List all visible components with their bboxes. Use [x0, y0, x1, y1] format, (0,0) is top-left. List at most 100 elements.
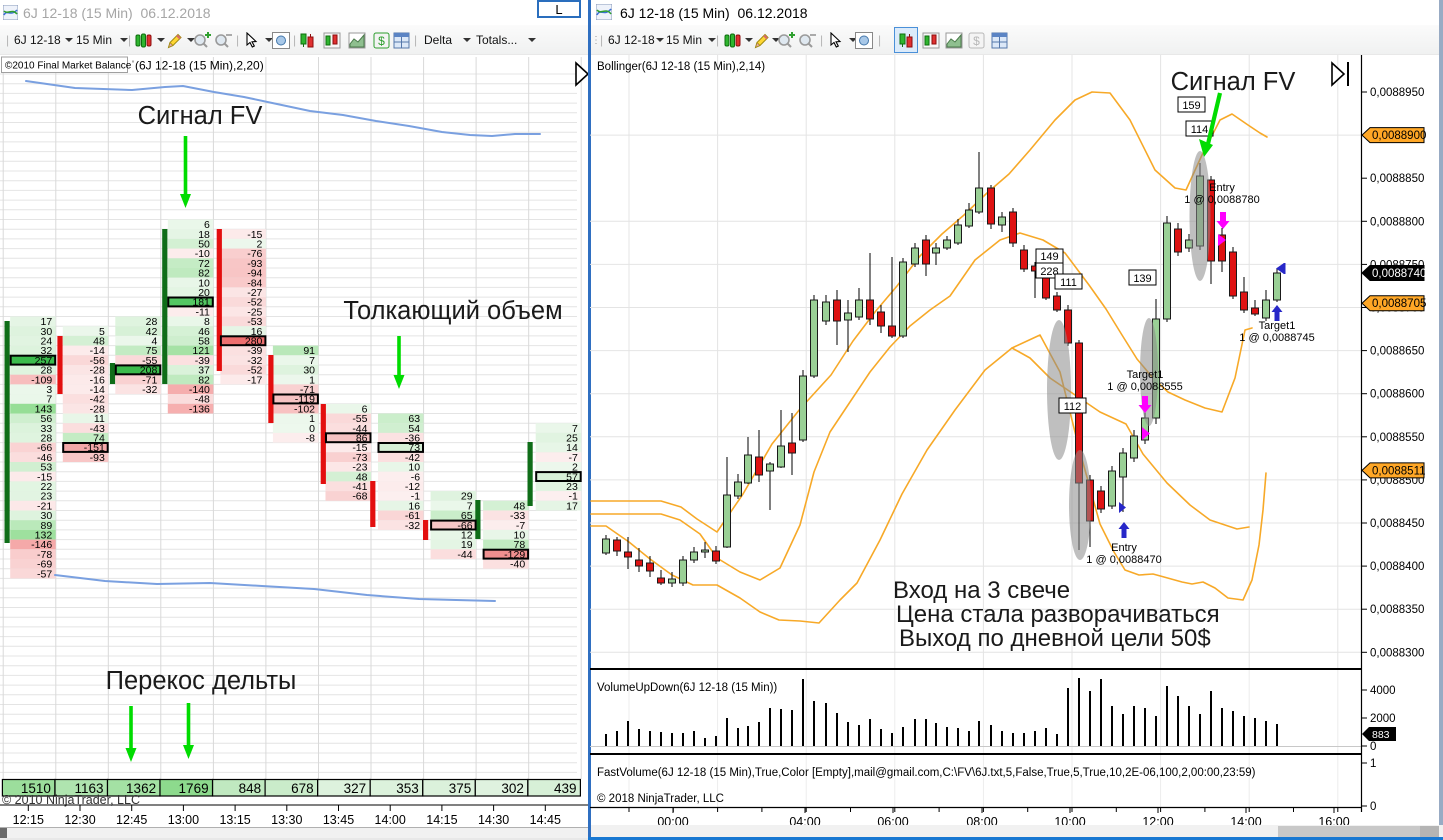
svg-text:1510: 1510 — [21, 781, 51, 796]
svg-text:1 @ 0,0088745: 1 @ 0,0088745 — [1239, 332, 1314, 344]
svg-text:-14: -14 — [90, 384, 105, 396]
svg-text:0,0088900: 0,0088900 — [1372, 130, 1426, 142]
svg-text:-93: -93 — [90, 452, 105, 464]
svg-text:1163: 1163 — [74, 781, 103, 796]
svg-text:53: 53 — [41, 462, 53, 474]
svg-text:1: 1 — [309, 413, 315, 425]
svg-text:48: 48 — [93, 336, 105, 348]
svg-text:-71: -71 — [142, 374, 157, 386]
svg-text:7: 7 — [46, 394, 52, 406]
svg-text:-27: -27 — [247, 287, 262, 299]
svg-text:54: 54 — [408, 423, 420, 435]
svg-text:114: 114 — [1191, 124, 1209, 136]
svg-text:-84: -84 — [247, 277, 262, 289]
svg-text:17: 17 — [41, 316, 53, 328]
svg-text:8: 8 — [204, 316, 210, 328]
svg-text:14:00: 14:00 — [375, 813, 406, 827]
svg-text:Entry: Entry — [1111, 542, 1137, 554]
svg-text:Толкающий объем: Толкающий объем — [343, 297, 562, 325]
svg-text:-129: -129 — [504, 549, 525, 561]
svg-text:10: 10 — [198, 277, 210, 289]
svg-text:-69: -69 — [37, 559, 52, 571]
svg-text:ˈ(6J 12-18 (15 Min),2,20): ˈ(6J 12-18 (15 Min),2,20) — [131, 59, 264, 73]
svg-text:-12: -12 — [405, 481, 420, 493]
svg-text:-43: -43 — [90, 423, 105, 435]
svg-text:30: 30 — [41, 510, 53, 522]
svg-text:2000: 2000 — [1370, 713, 1396, 725]
svg-text:-94: -94 — [247, 268, 262, 280]
svg-text:2: 2 — [572, 462, 578, 474]
svg-text:-78: -78 — [37, 549, 52, 561]
svg-text:-25: -25 — [247, 306, 262, 318]
svg-text:18: 18 — [198, 229, 210, 241]
svg-text:17: 17 — [566, 500, 578, 512]
svg-text:Target1: Target1 — [1127, 369, 1164, 381]
svg-text:-109: -109 — [31, 374, 52, 386]
svg-text:7: 7 — [572, 423, 578, 435]
svg-text:Цена стала разворачиваться: Цена стала разворачиваться — [896, 601, 1220, 628]
svg-text:14:45: 14:45 — [530, 813, 561, 827]
svg-text:28: 28 — [146, 316, 158, 328]
svg-text:-10: -10 — [195, 248, 210, 260]
svg-text:0,0088400: 0,0088400 — [1370, 561, 1424, 573]
svg-text:112: 112 — [1064, 401, 1082, 413]
svg-text:1: 1 — [1370, 758, 1376, 770]
svg-text:-14: -14 — [90, 345, 105, 357]
svg-text:-15: -15 — [247, 229, 262, 241]
svg-text:Сигнал FV: Сигнал FV — [138, 102, 263, 130]
svg-text:111: 111 — [1060, 277, 1077, 289]
svg-text:-16: -16 — [90, 374, 105, 386]
svg-text:-44: -44 — [352, 423, 367, 435]
svg-text:0,0088600: 0,0088600 — [1370, 389, 1424, 401]
svg-text:0,0088650: 0,0088650 — [1370, 346, 1424, 358]
svg-text:65: 65 — [461, 510, 473, 522]
svg-text:23: 23 — [41, 491, 53, 503]
svg-text:-7: -7 — [516, 520, 525, 532]
svg-text:0,0088450: 0,0088450 — [1370, 518, 1424, 530]
svg-text:0,0088550: 0,0088550 — [1370, 432, 1424, 444]
svg-text:3: 3 — [46, 384, 52, 396]
svg-text:50: 50 — [198, 239, 210, 251]
svg-text:4: 4 — [151, 336, 157, 348]
svg-text:4000: 4000 — [1370, 685, 1396, 697]
svg-text:Выход по дневной цели 50$: Выход по дневной цели 50$ — [899, 625, 1211, 652]
svg-text:20: 20 — [198, 287, 210, 299]
svg-text:-42: -42 — [405, 452, 420, 464]
svg-text:139: 139 — [1133, 273, 1151, 285]
svg-text:-36: -36 — [405, 433, 420, 445]
svg-text:33: 33 — [41, 423, 53, 435]
svg-text:-73: -73 — [352, 452, 367, 464]
svg-text:42: 42 — [146, 326, 158, 338]
svg-text:VolumeUpDown(6J 12-18 (15 Min): VolumeUpDown(6J 12-18 (15 Min)) — [597, 682, 777, 694]
svg-text:28: 28 — [41, 433, 53, 445]
svg-text:228: 228 — [1040, 266, 1058, 278]
svg-text:-40: -40 — [510, 559, 525, 571]
svg-text:25: 25 — [566, 433, 578, 445]
svg-text:0,0088511: 0,0088511 — [1372, 465, 1426, 477]
svg-text:12:45: 12:45 — [116, 813, 147, 827]
svg-text:-93: -93 — [247, 258, 262, 270]
svg-text:-151: -151 — [84, 442, 105, 454]
svg-text:16: 16 — [408, 500, 420, 512]
svg-text:6: 6 — [362, 403, 368, 415]
svg-text:-66: -66 — [37, 442, 52, 454]
svg-text:159: 159 — [1182, 100, 1200, 112]
svg-text:0: 0 — [1370, 741, 1376, 753]
svg-text:-76: -76 — [247, 248, 262, 260]
svg-text:© 2010 NinjaTrader, LLC: © 2010 NinjaTrader, LLC — [2, 793, 140, 807]
svg-text:132: 132 — [35, 530, 53, 542]
svg-text:-119: -119 — [295, 394, 315, 406]
svg-text:-32: -32 — [142, 384, 157, 396]
svg-text:257: 257 — [35, 355, 53, 367]
svg-text:6: 6 — [204, 219, 210, 231]
svg-text:-7: -7 — [568, 452, 577, 464]
svg-text:72: 72 — [198, 258, 210, 270]
svg-text:48: 48 — [514, 500, 526, 512]
svg-text:0: 0 — [309, 423, 315, 435]
svg-text:-21: -21 — [37, 500, 52, 512]
svg-text:-140: -140 — [189, 384, 210, 396]
svg-text:-102: -102 — [294, 403, 315, 415]
svg-text:14: 14 — [566, 442, 578, 454]
svg-text:13:00: 13:00 — [168, 813, 199, 827]
svg-text:56: 56 — [41, 413, 53, 425]
